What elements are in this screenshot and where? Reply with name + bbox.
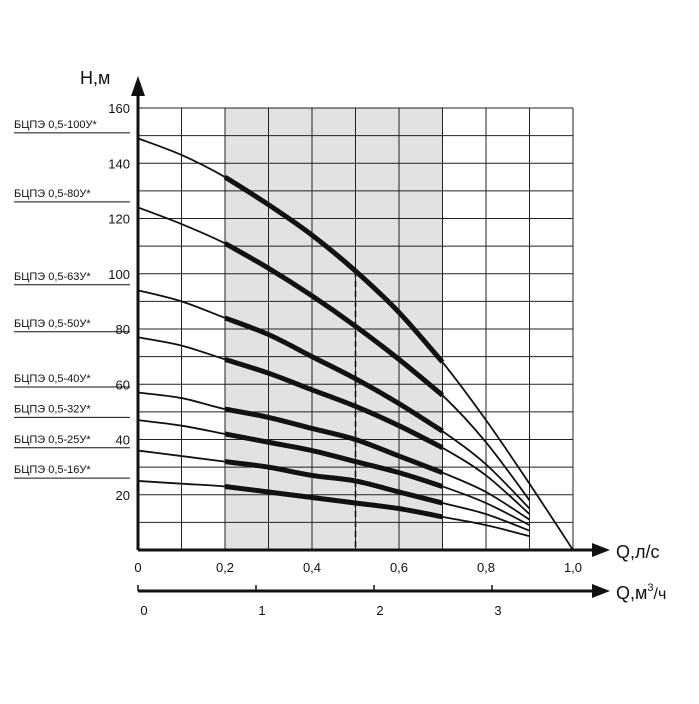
y-axis-title: Н,м: [80, 68, 110, 88]
x-tick-label: 0,8: [477, 560, 495, 575]
x-tick-label: 0,4: [303, 560, 321, 575]
y-tick-label: 120: [108, 212, 130, 227]
x2-axis-title-base: Q,м: [616, 583, 647, 603]
x2-tick-label: 1: [258, 603, 265, 618]
axes: [131, 76, 610, 598]
x-axis-title: Q,л/с: [616, 542, 660, 562]
x-tick-label: 1,0: [564, 560, 582, 575]
curve-label: БЦПЭ 0,5-16У*: [14, 464, 91, 476]
series-working-segment: [224, 315, 444, 434]
series-working-segment: [224, 483, 443, 520]
y-tick-label: 160: [108, 101, 130, 116]
y-tick-label: 140: [108, 156, 130, 171]
curve-label: БЦПЭ 0,5-63У*: [14, 271, 91, 283]
curve-labels: БЦПЭ 0,5-100У* БЦПЭ 0,5-80У* БЦПЭ 0,5-63У*…: [14, 119, 130, 479]
curve-label: БЦПЭ 0,5-80У*: [14, 188, 91, 200]
x2-tick-label: 3: [494, 603, 501, 618]
y-tick-label: 80: [116, 322, 130, 337]
series-working-segment: [224, 431, 444, 489]
curves: [137, 137, 574, 551]
tick-labels: 20 40 60 80 100 120 140 160 0 0,2 0,4 0,6 0,8 1,0 0 1 2 3: [108, 101, 582, 618]
x-axis-arrow: [592, 543, 610, 557]
x-tick-label: 0,6: [390, 560, 408, 575]
x-tick-label: 0: [134, 560, 141, 575]
y-tick-label: 60: [116, 377, 130, 392]
curve-label: БЦПЭ 0,5-100У*: [14, 119, 98, 131]
series-working-segment: [223, 241, 445, 398]
y-tick-label: 40: [116, 433, 130, 448]
x2-axis-arrow: [592, 584, 610, 598]
y-axis-arrow: [131, 76, 145, 96]
x2-tick-label: 2: [376, 603, 383, 618]
curve-label: БЦПЭ 0,5-25У*: [14, 434, 91, 446]
x2-axis-title: Q,м3/ч: [616, 582, 666, 603]
series-working-segment: [224, 406, 444, 475]
curve-label: БЦПЭ 0,5-50У*: [14, 318, 91, 330]
series-working-segment: [224, 459, 444, 506]
x2-axis-title-sup: 3: [647, 582, 653, 594]
curve-label: БЦПЭ 0,5-40У*: [14, 373, 91, 385]
x2-tick-label: 0: [140, 603, 147, 618]
y-tick-label: 100: [108, 267, 130, 282]
series-working-segment: [223, 174, 445, 364]
series-working-segment: [224, 357, 444, 451]
curve-label: БЦПЭ 0,5-32У*: [14, 403, 91, 415]
x2-axis-title-unit: /ч: [654, 586, 667, 603]
y-tick-label: 20: [116, 488, 130, 503]
x-tick-label: 0,2: [216, 560, 234, 575]
